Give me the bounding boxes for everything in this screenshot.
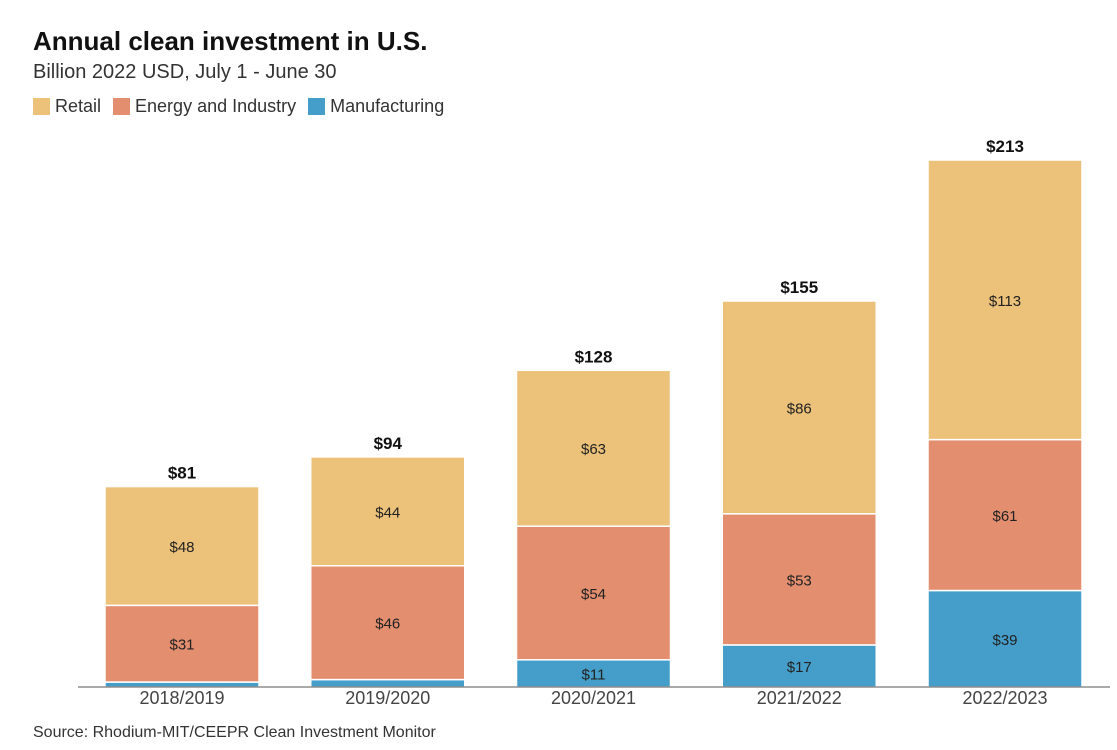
legend-item-retail: Retail (33, 96, 101, 117)
x-tick-label-2018-2019: 2018/2019 (139, 688, 224, 708)
bar-energy-and-industry-2020-2021 (515, 525, 672, 661)
total-label-2021-2022: $155 (780, 278, 818, 297)
legend-item-energy-and-industry: Energy and Industry (113, 96, 296, 117)
total-label-2022-2023: $213 (986, 137, 1024, 156)
legend-label-manufacturing: Manufacturing (330, 96, 445, 116)
segment-label-retail-2018-2019: $48 (169, 539, 194, 556)
segment-label-retail-2020-2021: $63 (581, 441, 606, 458)
bar-energy-and-industry-2021-2022 (721, 513, 877, 646)
source-note: Source: Rhodium-MIT/CEEPR Clean Investme… (33, 724, 436, 741)
bar-retail-2019-2020 (310, 456, 466, 567)
bar-retail-2018-2019 (104, 485, 260, 607)
bar-retail-2021-2022 (721, 300, 877, 515)
segment-label-retail-2022-2023: $113 (989, 293, 1021, 310)
legend-label-energy-and-industry: Energy and Industry (135, 96, 297, 116)
legend-swatch-manufacturing (308, 98, 326, 115)
chart-subtitle: Billion 2022 USD, July 1 - June 30 (33, 61, 337, 83)
segment-label-manufacturing-2020-2021: $11 (582, 666, 606, 683)
segment-label-energy-and-industry-2021-2022: $53 (787, 572, 812, 589)
bar-retail-2020-2021 (515, 369, 672, 527)
legend: Retail Energy and Industry Manufacturing (33, 96, 456, 117)
legend-label-retail: Retail (55, 96, 102, 116)
segment-label-manufacturing-2021-2022: $17 (787, 659, 812, 676)
segment-label-retail-2021-2022: $86 (787, 400, 812, 417)
bar-manufacturing-2019-2020 (310, 678, 466, 688)
segment-label-manufacturing-2022-2023: $39 (992, 632, 1017, 649)
segment-label-energy-and-industry-2020-2021: $54 (581, 586, 606, 603)
segment-label-energy-and-industry-2019-2020: $46 (375, 616, 400, 633)
x-tick-label-2019-2020: 2019/2020 (345, 688, 430, 708)
bar-retail-2022-2023 (927, 159, 1083, 441)
legend-swatch-retail (33, 98, 50, 115)
bar-energy-and-industry-2022-2023 (927, 438, 1083, 592)
segment-label-retail-2019-2020: $44 (375, 504, 400, 521)
x-tick-label-2022-2023: 2022/2023 (962, 688, 1047, 708)
bar-manufacturing-2022-2023 (927, 589, 1083, 688)
segment-label-energy-and-industry-2022-2023: $61 (992, 508, 1017, 525)
total-label-2020-2021: $128 (575, 347, 613, 366)
legend-item-manufacturing: Manufacturing (308, 96, 444, 117)
total-label-2018-2019: $81 (168, 464, 196, 483)
legend-swatch-energy-and-industry (113, 98, 131, 115)
segment-label-energy-and-industry-2018-2019: $31 (169, 637, 194, 654)
x-tick-label-2021-2022: 2021/2022 (757, 688, 842, 708)
chart-title: Annual clean investment in U.S. (33, 26, 428, 56)
x-tick-label-2020-2021: 2020/2021 (551, 688, 636, 708)
total-label-2019-2020: $94 (374, 434, 403, 453)
